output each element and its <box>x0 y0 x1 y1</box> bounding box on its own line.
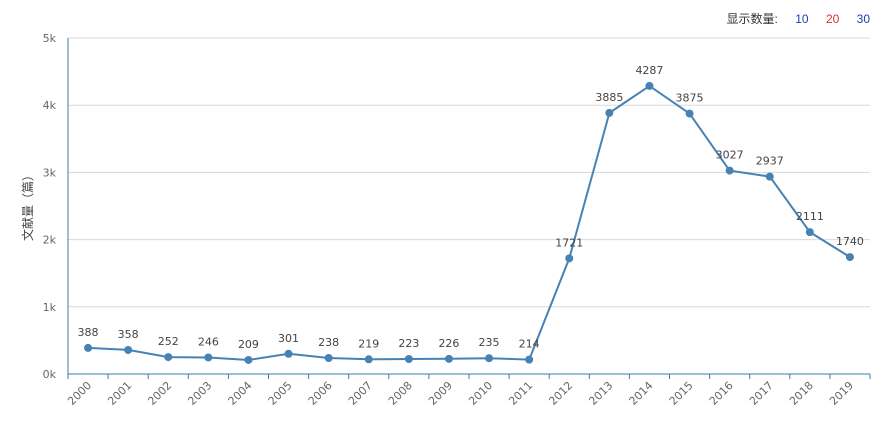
data-label: 388 <box>78 326 99 339</box>
y-tick-label: 1k <box>43 301 57 314</box>
data-point[interactable] <box>244 355 253 364</box>
data-point[interactable] <box>324 354 333 363</box>
data-label: 3027 <box>716 149 744 162</box>
data-labels: 388 358 252 246 209 301 238 219 223 226 235 214 1721… <box>78 64 864 351</box>
data-label: 252 <box>158 335 179 348</box>
data-label: 1740 <box>836 235 864 248</box>
x-tick-label: 2015 <box>667 379 696 408</box>
y-axis: 0k 1k 2k 3k 4k 5k <box>43 32 69 381</box>
data-point[interactable] <box>84 343 93 352</box>
x-tick-label: 2000 <box>65 379 94 408</box>
y-tick-label: 5k <box>43 32 57 45</box>
display-count-toolbar: 显示数量: 10 20 30 <box>727 10 870 27</box>
data-label: 235 <box>479 336 500 349</box>
data-label: 358 <box>118 328 139 341</box>
data-point[interactable] <box>725 166 734 175</box>
data-point[interactable] <box>685 109 694 118</box>
data-label: 2937 <box>756 155 784 168</box>
y-tick-label: 4k <box>43 99 57 112</box>
data-points <box>84 81 854 364</box>
x-tick-label: 2011 <box>506 379 535 408</box>
data-label: 1721 <box>555 236 583 249</box>
x-tick-label: 2016 <box>707 379 736 408</box>
data-label: 3885 <box>595 91 623 104</box>
series-line <box>87 84 851 362</box>
data-point[interactable] <box>765 172 774 181</box>
y-tick-label: 0k <box>43 368 57 381</box>
x-tick-label: 2017 <box>747 379 776 408</box>
y-tick-label: 3k <box>43 166 57 179</box>
data-label: 4287 <box>635 64 663 77</box>
y-tick-label: 2k <box>43 234 57 247</box>
data-point[interactable] <box>284 349 293 358</box>
count-option-10[interactable]: 10 <box>795 12 809 26</box>
data-label: 246 <box>198 335 219 348</box>
x-tick-label: 2013 <box>586 379 615 408</box>
x-tick-label: 2010 <box>466 379 495 408</box>
data-point[interactable] <box>645 81 654 90</box>
data-label: 209 <box>238 338 259 351</box>
data-point[interactable] <box>364 355 373 364</box>
data-point[interactable] <box>164 353 173 362</box>
data-point[interactable] <box>525 355 534 364</box>
data-label: 301 <box>278 332 299 345</box>
data-label: 219 <box>358 337 379 350</box>
data-point[interactable] <box>444 354 453 363</box>
data-point[interactable] <box>124 345 133 354</box>
x-tick-label: 2006 <box>306 379 335 408</box>
data-label: 238 <box>318 336 339 349</box>
x-tick-label: 2005 <box>266 379 295 408</box>
x-tick-label: 2012 <box>546 379 575 408</box>
grid-lines <box>68 37 870 308</box>
x-tick-label: 2009 <box>426 379 455 408</box>
data-label: 2111 <box>796 210 824 223</box>
data-label: 223 <box>398 337 419 350</box>
display-count-label: 显示数量: <box>726 12 778 26</box>
count-option-30[interactable]: 30 <box>856 12 870 26</box>
data-point[interactable] <box>805 228 814 237</box>
x-tick-label: 2008 <box>386 379 415 408</box>
data-label: 3875 <box>676 92 704 105</box>
x-tick-label: 2002 <box>145 379 174 408</box>
x-tick-label: 2004 <box>226 379 255 408</box>
data-point[interactable] <box>204 353 213 362</box>
data-point[interactable] <box>485 354 494 363</box>
x-tick-label: 2014 <box>627 379 656 408</box>
x-tick-label: 2007 <box>346 379 375 408</box>
x-axis: 2000 2001 2002 2003 2004 2005 2006 2007 2008 2009… <box>65 373 871 408</box>
y-axis-label: 文献量（篇） <box>20 169 35 241</box>
data-label: 214 <box>519 338 540 351</box>
count-option-20[interactable]: 20 <box>825 12 840 26</box>
x-tick-label: 2018 <box>787 379 816 408</box>
data-point[interactable] <box>565 254 574 263</box>
x-tick-label: 2003 <box>185 379 214 408</box>
data-point[interactable] <box>845 253 854 262</box>
data-point[interactable] <box>605 108 614 117</box>
x-tick-label: 2019 <box>827 379 856 408</box>
data-label: 226 <box>438 337 459 350</box>
x-tick-label: 2001 <box>105 379 134 408</box>
data-point[interactable] <box>404 355 413 364</box>
